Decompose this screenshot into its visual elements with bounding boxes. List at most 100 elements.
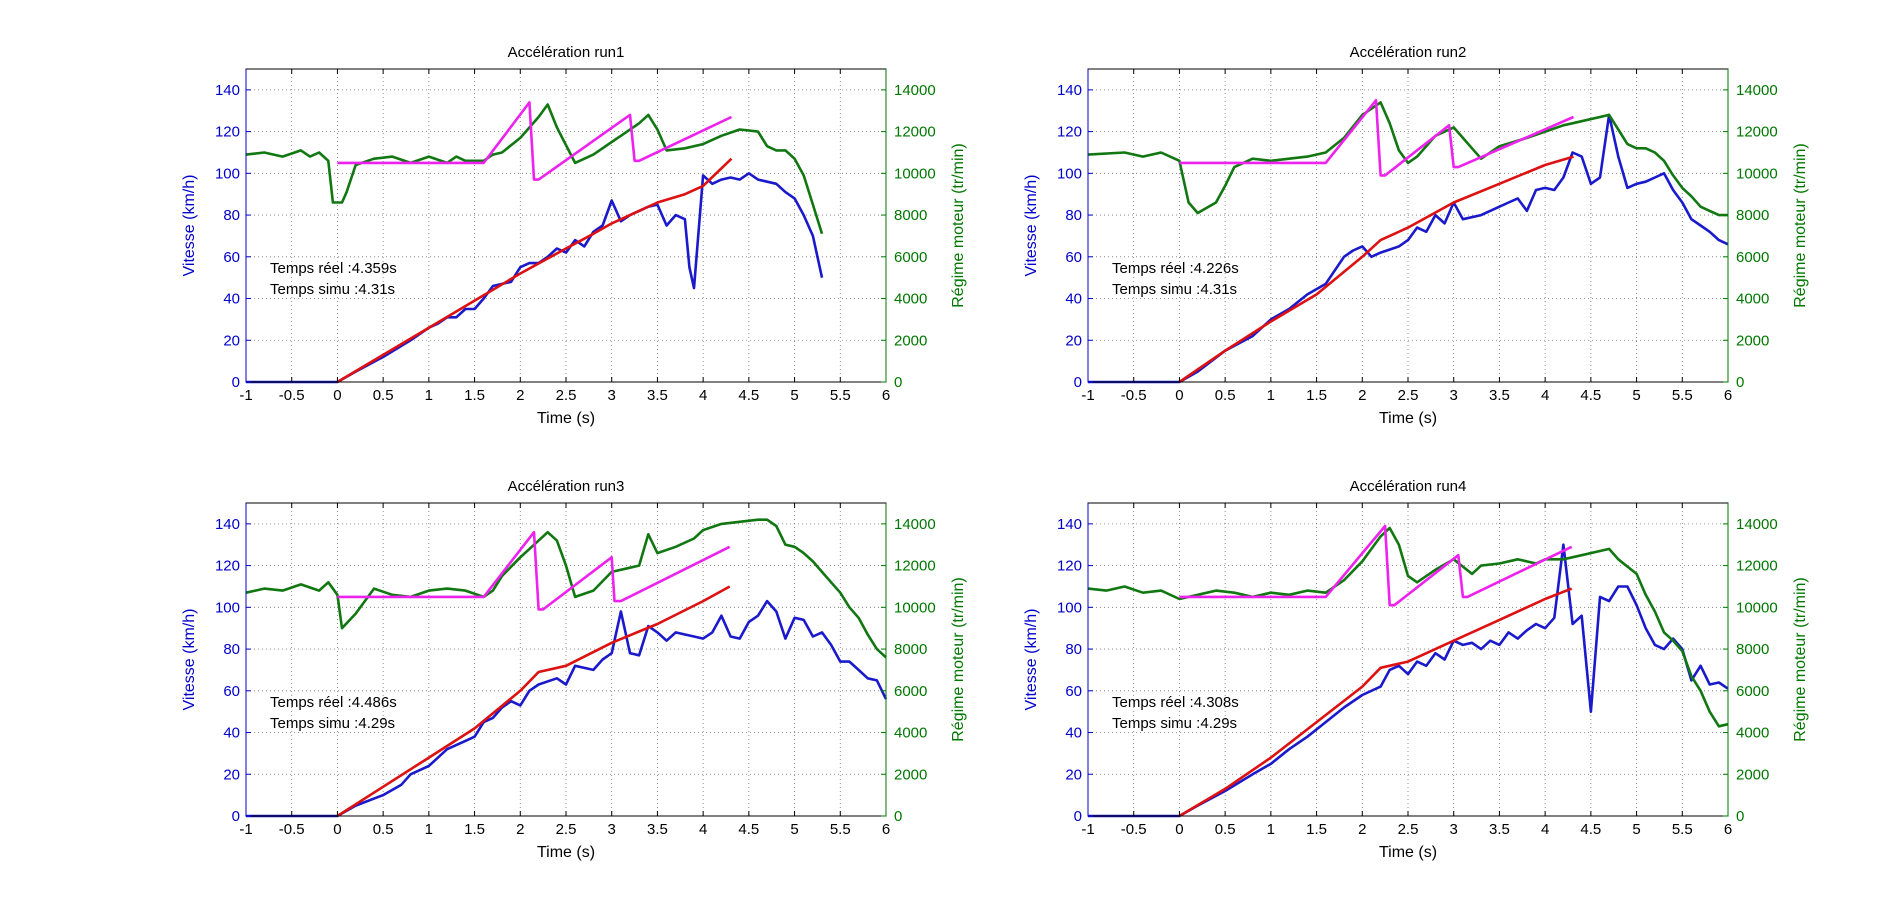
x-tick-label: 2 xyxy=(516,387,524,404)
y-axis-label: Vitesse (km/h) xyxy=(1023,175,1040,277)
timing-annotation: Temps simu :4.31s xyxy=(1112,281,1237,298)
y2-tick-label: 12000 xyxy=(894,124,936,141)
x-tick-label: 4 xyxy=(1541,387,1549,404)
x-tick-label: 5.5 xyxy=(830,821,851,838)
timing-annotation: Temps réel :4.486s xyxy=(270,694,397,711)
x-tick-label: -0.5 xyxy=(1121,387,1147,404)
rpm-real-line xyxy=(245,518,887,659)
x-tick-label: 3.5 xyxy=(647,821,668,838)
y2-tick-label: 0 xyxy=(894,808,902,825)
y2-tick-label: 10000 xyxy=(894,165,936,182)
y-tick-label: 60 xyxy=(1065,249,1082,266)
y2-tick-label: 0 xyxy=(1736,808,1744,825)
y-tick-label: 80 xyxy=(1065,641,1082,658)
x-tick-label: -1 xyxy=(1081,387,1094,404)
y-tick-label: 40 xyxy=(223,725,240,742)
y2-tick-label: 14000 xyxy=(894,82,936,99)
y-tick-label: 20 xyxy=(1065,332,1082,349)
timing-annotation: Temps simu :4.31s xyxy=(270,281,395,298)
x-tick-label: 3 xyxy=(608,387,616,404)
subplot-run2: -1 -0.5 0 0.5 1 1.5 2 2.5 3 3.5 4 4.5 5 5.5 6020406080… xyxy=(1023,44,1809,427)
y-tick-label: 40 xyxy=(1065,725,1082,742)
y2-tick-label: 14000 xyxy=(1736,82,1778,99)
y2-tick-label: 6000 xyxy=(1736,249,1769,266)
chart-title: Accélération run3 xyxy=(508,478,625,495)
x-tick-label: 4 xyxy=(699,821,707,838)
y-tick-label: 120 xyxy=(215,558,240,575)
rpm-sim-line xyxy=(1179,99,1575,177)
x-tick-label: 4.5 xyxy=(1580,387,1601,404)
x-tick-label: -1 xyxy=(1081,821,1094,838)
x-tick-label: 6 xyxy=(882,387,890,404)
x-tick-label: 0 xyxy=(1175,387,1183,404)
x-tick-label: 1.5 xyxy=(464,821,485,838)
speed-sim-line xyxy=(336,157,733,384)
x-tick-label: 5 xyxy=(1632,821,1640,838)
y-axis-label: Vitesse (km/h) xyxy=(1023,609,1040,711)
speed-sim-line xyxy=(1178,587,1573,818)
x-tick-label: -0.5 xyxy=(279,821,305,838)
x-tick-label: 5.5 xyxy=(1672,821,1693,838)
y2-tick-label: 4000 xyxy=(894,291,927,308)
x-tick-label: 1.5 xyxy=(1306,821,1327,838)
x-tick-label: 5 xyxy=(1632,387,1640,404)
y-tick-label: 140 xyxy=(1057,82,1082,99)
x-tick-label: 6 xyxy=(882,821,890,838)
x-tick-label: 0 xyxy=(333,821,341,838)
x-tick-label: 2 xyxy=(1358,821,1366,838)
y2-tick-label: 4000 xyxy=(894,725,927,742)
y-tick-label: 0 xyxy=(1074,374,1082,391)
x-tick-label: 3 xyxy=(608,821,616,838)
y2-tick-label: 10000 xyxy=(894,599,936,616)
x-tick-label: 1 xyxy=(1267,821,1275,838)
y-tick-label: 140 xyxy=(215,516,240,533)
y-tick-label: 40 xyxy=(223,291,240,308)
y2-tick-label: 8000 xyxy=(1736,207,1769,224)
x-tick-label: 1.5 xyxy=(464,387,485,404)
x-tick-label: 5.5 xyxy=(830,387,851,404)
y2-tick-label: 2000 xyxy=(1736,766,1769,783)
y2-tick-label: 8000 xyxy=(894,207,927,224)
x-tick-label: 4 xyxy=(1541,821,1549,838)
y2-tick-label: 10000 xyxy=(1736,165,1778,182)
y-tick-label: 100 xyxy=(1057,599,1082,616)
y2-tick-label: 0 xyxy=(894,374,902,391)
x-tick-label: 2.5 xyxy=(556,387,577,404)
x-tick-label: -1 xyxy=(239,387,252,404)
x-tick-label: 0.5 xyxy=(1215,821,1236,838)
x-tick-label: 0.5 xyxy=(373,821,394,838)
y-tick-label: 120 xyxy=(1057,558,1082,575)
y-tick-label: 80 xyxy=(223,641,240,658)
y-axis-label: Vitesse (km/h) xyxy=(181,609,198,711)
y2-tick-label: 2000 xyxy=(894,766,927,783)
y2-tick-label: 14000 xyxy=(1736,516,1778,533)
y2-tick-label: 6000 xyxy=(894,683,927,700)
rpm-sim-line xyxy=(1179,524,1573,607)
x-tick-label: 2.5 xyxy=(1398,821,1419,838)
y2-tick-label: 6000 xyxy=(894,249,927,266)
x-tick-label: 3.5 xyxy=(647,387,668,404)
y2-tick-label: 2000 xyxy=(894,332,927,349)
timing-annotation: Temps simu :4.29s xyxy=(270,715,395,732)
x-tick-label: -0.5 xyxy=(1121,821,1147,838)
x-axis-label: Time (s) xyxy=(537,410,595,427)
y2-axis-label: Régime moteur (tr/min) xyxy=(1792,143,1809,307)
x-tick-label: 4.5 xyxy=(1580,821,1601,838)
y-tick-label: 0 xyxy=(232,808,240,825)
y-tick-label: 20 xyxy=(1065,766,1082,783)
y2-axis-label: Régime moteur (tr/min) xyxy=(950,143,967,307)
speed-sim-line xyxy=(336,585,731,818)
x-tick-label: 2.5 xyxy=(1398,387,1419,404)
y-tick-label: 0 xyxy=(1074,808,1082,825)
speed-real-line xyxy=(1088,543,1729,818)
rpm-sim-line xyxy=(337,101,733,181)
x-tick-label: 2.5 xyxy=(556,821,577,838)
y2-tick-label: 0 xyxy=(1736,374,1744,391)
timing-annotation: Temps réel :4.359s xyxy=(270,260,397,277)
y2-tick-label: 12000 xyxy=(1736,558,1778,575)
chart-title: Accélération run1 xyxy=(508,44,625,61)
x-tick-label: 4.5 xyxy=(738,821,759,838)
y-tick-label: 60 xyxy=(1065,683,1082,700)
y-tick-label: 120 xyxy=(1057,124,1082,141)
